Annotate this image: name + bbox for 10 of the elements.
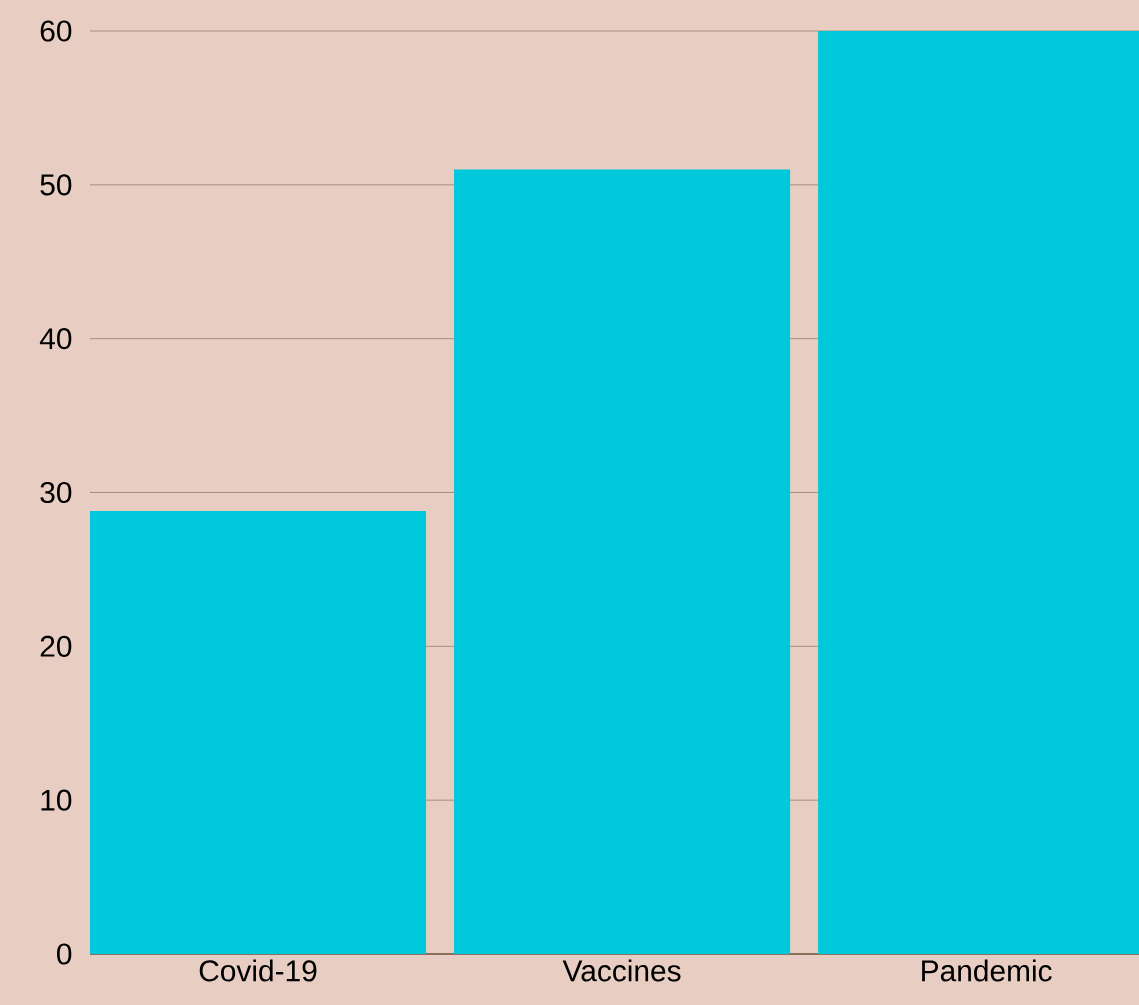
y-tick-label: 10 xyxy=(41,789,72,811)
y-tick-label: 20 xyxy=(40,635,72,657)
x-tick-label: Vaccines xyxy=(562,959,681,982)
y-tick-label: 60 xyxy=(40,20,72,42)
x-tick-label: Pandemic xyxy=(922,959,1052,982)
y-tick-label: 50 xyxy=(40,174,72,196)
y-tick-label: 0 xyxy=(57,943,72,965)
x-tick-label: Covid-19 xyxy=(199,959,317,982)
y-tick-label: 30 xyxy=(40,481,72,504)
y-tick-label: 40 xyxy=(39,328,72,350)
